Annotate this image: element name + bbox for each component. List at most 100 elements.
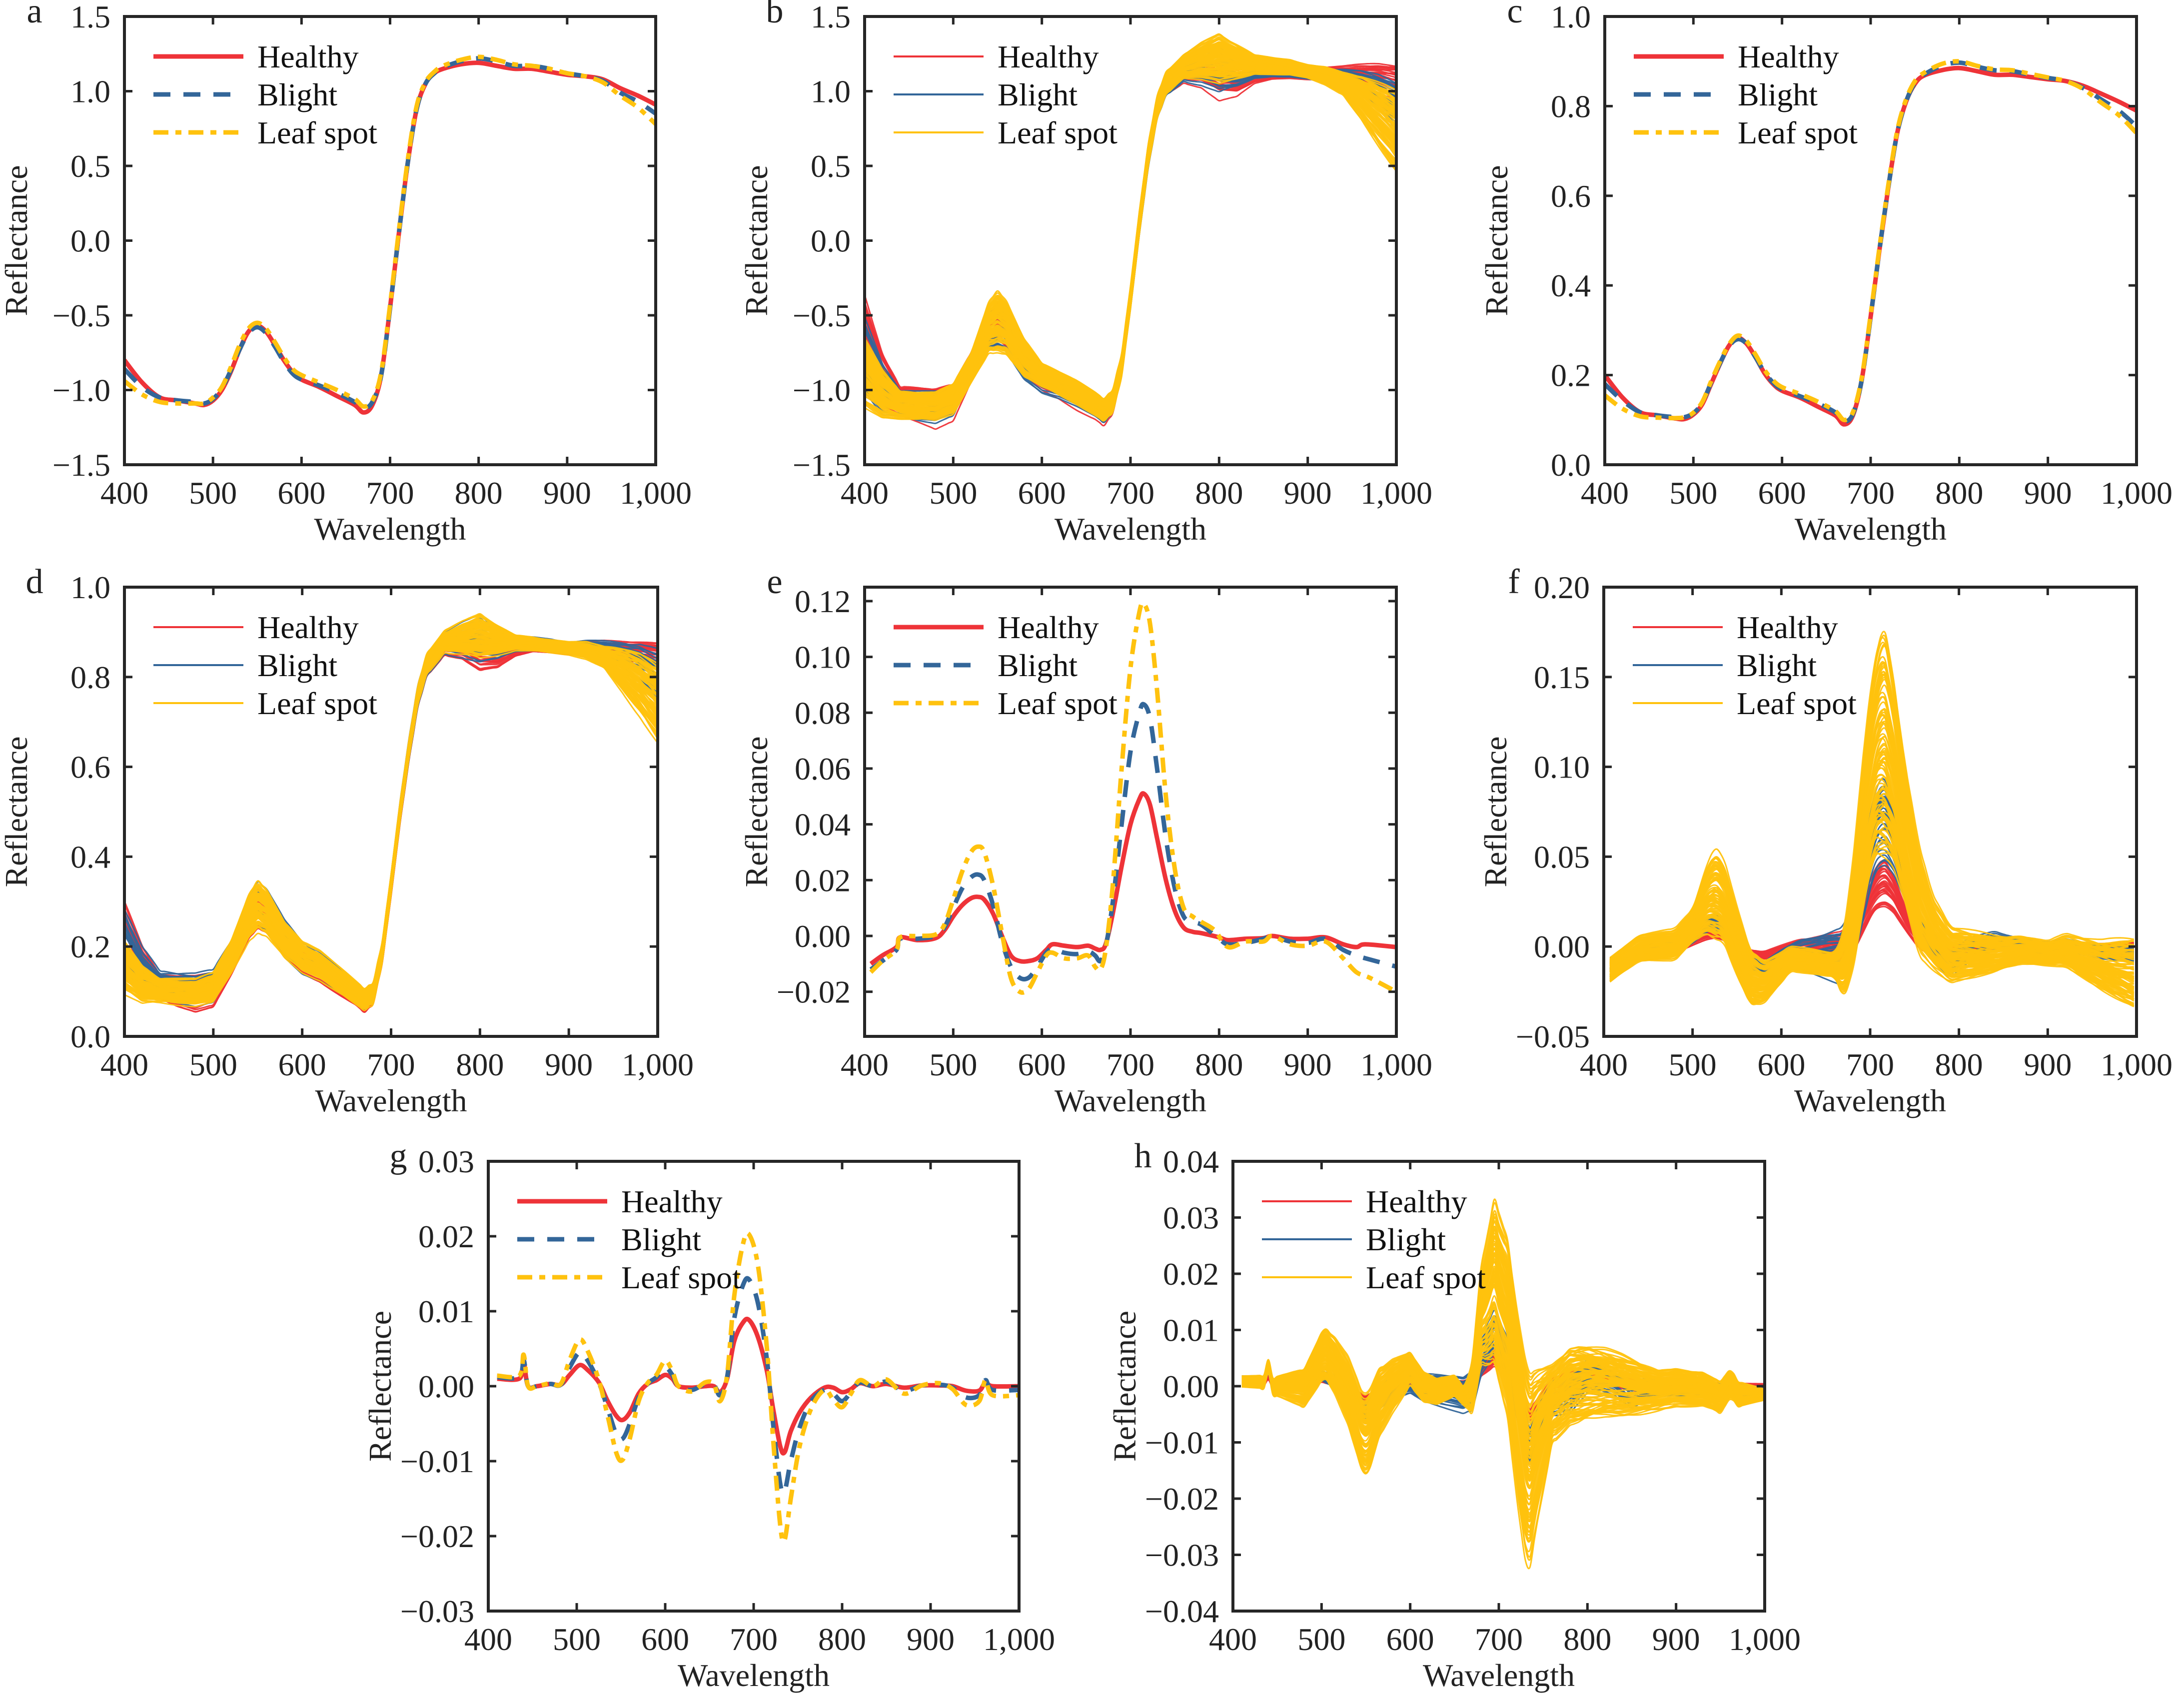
sample-line-leaf_spot <box>124 646 658 1007</box>
sample-line-leaf_spot <box>124 620 658 990</box>
y-tick-label: −0.02 <box>777 974 851 1010</box>
sample-line-leaf_spot <box>865 72 1396 419</box>
sample-line-blight <box>865 68 1396 417</box>
sample-line-leaf_spot <box>124 617 658 989</box>
sample-line-blight <box>124 622 658 995</box>
y-tick-label: 1.0 <box>1551 0 1591 34</box>
sample-line-leaf_spot <box>124 646 658 1003</box>
sample-line-leaf_spot <box>865 55 1396 408</box>
sample-line-healthy <box>124 647 658 1008</box>
sample-line-leaf_spot <box>865 51 1396 406</box>
panel-c: 400 500 600 700 800 900 1,0000.00.20.40.60.81.… <box>1479 0 2173 547</box>
y-tick-label: 0.10 <box>1534 750 1590 785</box>
axes-frame <box>124 16 656 465</box>
sample-line-leaf_spot <box>124 642 658 1001</box>
sample-line-leaf_spot <box>865 72 1396 420</box>
sample-line-leaf_spot <box>865 34 1396 399</box>
legend-label-blight: Blight <box>998 648 1078 683</box>
legend-label-leaf_spot: Leaf spot <box>621 1260 741 1295</box>
sample-line-leaf_spot <box>865 38 1396 399</box>
y-axis-label: Reflectance <box>739 165 774 316</box>
sample-line-leaf_spot <box>865 69 1396 417</box>
sample-line-leaf_spot <box>124 646 658 1005</box>
sample-line-blight <box>865 72 1396 418</box>
sample-line-healthy <box>124 646 658 1007</box>
sample-line-leaf_spot <box>865 39 1396 401</box>
sample-line-healthy <box>865 66 1396 411</box>
sample-line-leaf_spot <box>124 637 658 1000</box>
sample-line-leaf_spot <box>865 70 1396 417</box>
series-line-leaf_spot <box>124 57 656 407</box>
series-line-leaf_spot <box>1605 61 2137 420</box>
y-tick-label: −0.04 <box>1145 1594 1219 1629</box>
sample-line-blight <box>124 635 658 1000</box>
sample-line-leaf_spot <box>865 42 1396 401</box>
sample-line-leaf_spot <box>124 644 658 1005</box>
sample-line-leaf_spot <box>124 632 658 997</box>
x-tick-label: 900 <box>1284 1047 1332 1082</box>
sample-line-blight <box>124 638 658 1001</box>
x-axis-label: Wavelength <box>315 1083 467 1118</box>
sample-line-blight <box>865 76 1396 422</box>
sample-line-leaf_spot <box>124 631 658 997</box>
x-tick-label: 600 <box>1018 1047 1066 1082</box>
sample-line-blight <box>124 619 658 996</box>
sample-line-healthy <box>124 651 658 1009</box>
sample-line-blight <box>865 73 1396 419</box>
sample-line-leaf_spot <box>865 73 1396 419</box>
sample-line-leaf_spot <box>124 632 658 996</box>
sample-line-blight <box>865 75 1396 423</box>
sample-line-leaf_spot <box>124 631 658 996</box>
y-tick-label: 0.2 <box>70 929 110 964</box>
series-line-blight <box>124 58 656 408</box>
sample-line-leaf_spot <box>124 634 658 998</box>
sample-line-leaf_spot <box>124 645 658 1004</box>
sample-line-leaf_spot <box>124 625 658 993</box>
sample-line-healthy <box>865 75 1396 419</box>
sample-line-leaf_spot <box>865 56 1396 409</box>
sample-line-leaf_spot <box>124 623 658 994</box>
sample-line-leaf_spot <box>865 67 1396 416</box>
sample-line-leaf_spot <box>865 42 1396 402</box>
series-line-healthy <box>1605 68 2137 424</box>
sample-line-leaf_spot <box>124 643 658 1002</box>
sample-line-healthy <box>865 76 1396 420</box>
sample-line-leaf_spot <box>865 74 1396 421</box>
y-tick-label: 0.20 <box>1534 570 1590 605</box>
sample-line-healthy <box>865 75 1396 419</box>
sample-line-blight <box>124 623 658 997</box>
y-tick-label: −0.5 <box>52 298 110 333</box>
panel-g: 400 500 600 700 800 900 1,000−0.03−0.02−0.010.… <box>362 1137 1055 1693</box>
sample-line-leaf_spot <box>865 72 1396 419</box>
panel-a: 400 500 600 700 800 900 1,000−1.5−1.0−0.50.00.… <box>0 0 692 547</box>
sample-line-leaf_spot <box>124 634 658 997</box>
y-tick-label: 0.00 <box>795 918 851 954</box>
sample-line-leaf_spot <box>124 650 658 1010</box>
sample-line-leaf_spot <box>865 54 1396 408</box>
sample-line-blight <box>124 628 658 999</box>
sample-line-leaf_spot <box>865 69 1396 417</box>
sample-line-healthy <box>124 652 658 1012</box>
sample-line-leaf_spot <box>124 632 658 996</box>
sample-line-leaf_spot <box>124 646 658 1006</box>
y-tick-label: −0.01 <box>400 1444 474 1479</box>
y-tick-label: 0.5 <box>811 148 851 184</box>
x-tick-label: 600 <box>641 1622 689 1657</box>
sample-line-blight <box>124 651 658 1009</box>
y-tick-label: 0.04 <box>1163 1144 1219 1179</box>
legend-label-blight: Blight <box>1738 77 1818 112</box>
y-tick-label: 0.6 <box>1551 178 1591 214</box>
sample-line-healthy <box>865 74 1396 418</box>
sample-line-healthy <box>124 639 658 999</box>
sample-line-leaf_spot <box>124 632 658 997</box>
x-tick-label: 600 <box>278 1047 326 1082</box>
y-axis-label: Reflectance <box>1478 737 1513 887</box>
sample-line-leaf_spot <box>865 45 1396 403</box>
y-tick-label: −1.5 <box>793 447 851 483</box>
x-tick-label: 500 <box>189 475 237 511</box>
x-tick-label: 700 <box>1475 1622 1523 1657</box>
sample-line-leaf_spot <box>124 630 658 997</box>
sample-line-blight <box>865 57 1396 411</box>
sample-line-blight <box>865 64 1396 413</box>
